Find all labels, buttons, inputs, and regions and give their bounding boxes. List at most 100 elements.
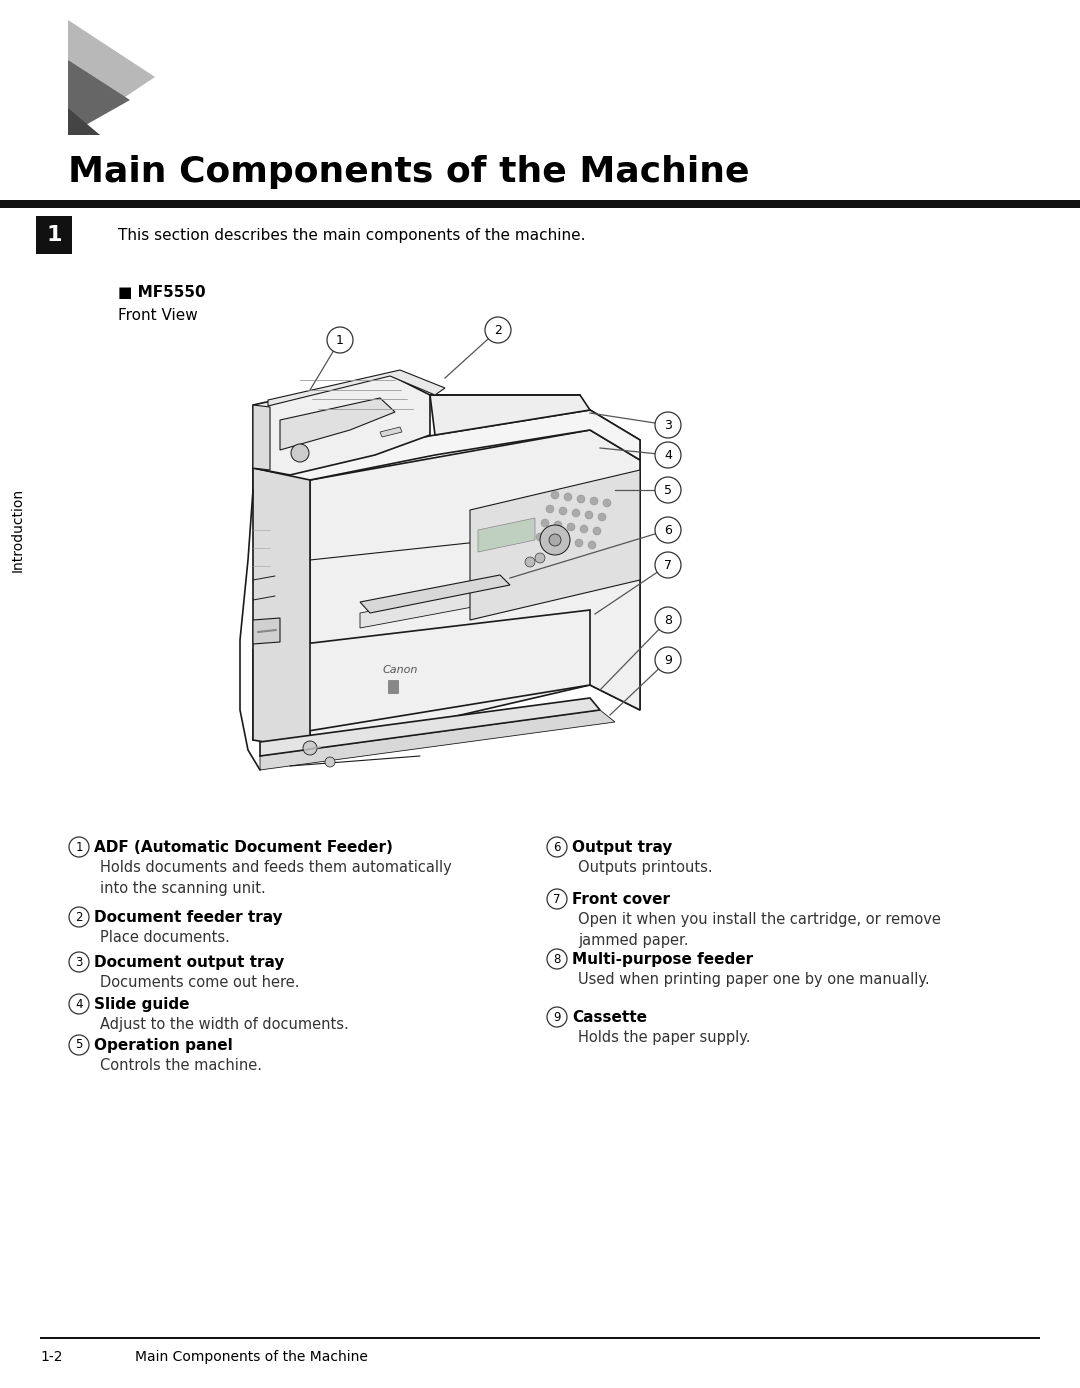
Text: 5: 5 (664, 483, 672, 497)
Polygon shape (68, 19, 156, 135)
Circle shape (654, 647, 681, 673)
Circle shape (654, 441, 681, 468)
Text: Slide guide: Slide guide (94, 997, 189, 1012)
Text: 9: 9 (553, 1010, 561, 1023)
Circle shape (546, 1008, 567, 1027)
Text: 5: 5 (76, 1038, 83, 1052)
Polygon shape (260, 698, 600, 756)
Circle shape (585, 511, 593, 519)
Circle shape (546, 837, 567, 856)
Text: Multi-purpose feeder: Multi-purpose feeder (572, 952, 753, 967)
Text: 7: 7 (553, 892, 561, 905)
Text: 3: 3 (76, 955, 83, 969)
Text: 9: 9 (664, 654, 672, 666)
Circle shape (303, 741, 318, 755)
Polygon shape (68, 60, 130, 135)
Circle shape (325, 756, 335, 768)
Bar (40, 1337, 1040, 1338)
Text: Controls the machine.: Controls the machine. (100, 1058, 262, 1073)
Text: Front View: Front View (118, 308, 198, 323)
Circle shape (535, 552, 545, 564)
Polygon shape (68, 108, 100, 135)
Circle shape (69, 994, 89, 1015)
Polygon shape (310, 430, 640, 750)
Polygon shape (360, 584, 510, 627)
Circle shape (540, 525, 570, 555)
Circle shape (69, 952, 89, 972)
Circle shape (575, 539, 583, 547)
Bar (0, 200, 1080, 208)
Text: Outputs printouts.: Outputs printouts. (578, 861, 713, 874)
Text: ■ MF5550: ■ MF5550 (118, 285, 205, 300)
Circle shape (572, 509, 580, 516)
Polygon shape (388, 680, 399, 693)
Text: 8: 8 (553, 952, 561, 966)
Circle shape (291, 444, 309, 462)
Text: 3: 3 (664, 419, 672, 432)
Circle shape (590, 497, 598, 505)
Text: Document feeder tray: Document feeder tray (94, 911, 283, 924)
Polygon shape (253, 375, 430, 475)
Circle shape (546, 505, 554, 514)
Circle shape (593, 527, 600, 534)
Polygon shape (280, 398, 395, 450)
Circle shape (654, 607, 681, 633)
Circle shape (69, 906, 89, 927)
Circle shape (654, 412, 681, 439)
Circle shape (559, 507, 567, 515)
Bar (36, 217, 72, 254)
Circle shape (551, 491, 559, 500)
Polygon shape (430, 396, 590, 434)
Circle shape (654, 477, 681, 502)
Circle shape (564, 493, 572, 501)
Text: Front cover: Front cover (572, 892, 670, 906)
Circle shape (577, 496, 585, 502)
Polygon shape (360, 575, 510, 613)
Text: Introduction: Introduction (11, 489, 25, 572)
Polygon shape (253, 618, 280, 644)
Circle shape (549, 534, 557, 543)
Text: 8: 8 (664, 613, 672, 626)
Text: 4: 4 (664, 448, 672, 461)
Text: This section describes the main components of the machine.: This section describes the main componen… (118, 228, 585, 243)
Text: 1-2: 1-2 (40, 1351, 63, 1364)
Polygon shape (470, 471, 640, 620)
Circle shape (327, 328, 353, 353)
Circle shape (562, 537, 570, 545)
Text: 6: 6 (664, 523, 672, 537)
Polygon shape (590, 409, 640, 711)
Text: 1: 1 (76, 841, 83, 854)
Circle shape (546, 949, 567, 969)
Circle shape (588, 541, 596, 550)
Circle shape (69, 837, 89, 856)
Polygon shape (260, 711, 615, 770)
Polygon shape (380, 428, 402, 437)
Text: Used when printing paper one by one manually.: Used when printing paper one by one manu… (578, 972, 930, 987)
Text: 1: 1 (336, 333, 343, 347)
Polygon shape (478, 518, 535, 552)
Circle shape (654, 516, 681, 543)
Text: Holds documents and feeds them automatically
into the scanning unit.: Holds documents and feeds them automatic… (100, 861, 451, 897)
Text: Place documents.: Place documents. (100, 930, 230, 945)
Circle shape (654, 552, 681, 577)
Polygon shape (253, 409, 640, 490)
Text: Canon: Canon (382, 665, 418, 675)
Text: Main Components of the Machine: Main Components of the Machine (68, 155, 750, 189)
Circle shape (69, 1035, 89, 1055)
Polygon shape (253, 609, 590, 740)
Text: Open it when you install the cartridge, or remove
jammed paper.: Open it when you install the cartridge, … (578, 912, 941, 948)
Text: Output tray: Output tray (572, 840, 673, 855)
Circle shape (549, 534, 561, 545)
Polygon shape (268, 371, 445, 407)
Text: Document output tray: Document output tray (94, 955, 284, 970)
Text: Documents come out here.: Documents come out here. (100, 974, 299, 990)
Circle shape (485, 316, 511, 343)
Polygon shape (253, 405, 270, 471)
Text: Adjust to the width of documents.: Adjust to the width of documents. (100, 1017, 349, 1033)
Circle shape (598, 514, 606, 520)
Circle shape (580, 525, 588, 533)
Text: Operation panel: Operation panel (94, 1038, 233, 1053)
Text: 2: 2 (76, 911, 83, 923)
Text: 6: 6 (553, 841, 561, 854)
Circle shape (554, 520, 562, 529)
